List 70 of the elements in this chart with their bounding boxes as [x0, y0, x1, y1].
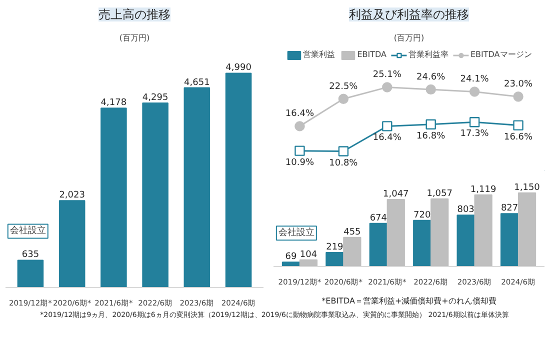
- bar: [100, 108, 127, 288]
- data-label: 24.1%: [460, 74, 490, 85]
- legend-label: 営業利益率: [408, 49, 448, 60]
- chart-subtitle: (百万円): [119, 34, 150, 42]
- bar: [225, 72, 252, 288]
- bar: [518, 192, 536, 266]
- point: [469, 117, 480, 128]
- data-label: 720: [414, 210, 431, 220]
- point: [294, 146, 305, 156]
- bar: [58, 200, 86, 288]
- data-label: 17.3%: [460, 129, 490, 140]
- bar: [184, 87, 210, 288]
- data-label: 4,295: [142, 93, 168, 104]
- data-label: 104: [300, 250, 318, 260]
- data-label: 2,023: [59, 190, 85, 201]
- data-label: 635: [22, 250, 40, 260]
- data-label: 827: [500, 204, 518, 214]
- point: [426, 84, 436, 95]
- bar: [386, 198, 405, 266]
- chart-title: 売上高の推移: [98, 8, 170, 22]
- data-label: 1,119: [470, 184, 496, 195]
- data-label: 23.0%: [504, 80, 534, 90]
- point: [469, 86, 480, 97]
- data-label: 4,651: [184, 78, 210, 88]
- data-label: 22.5%: [329, 82, 358, 92]
- legend-label: EBITDA: [357, 50, 386, 59]
- annotation: 会社設立: [10, 225, 46, 236]
- data-label: 24.6%: [416, 72, 446, 82]
- bar: [343, 236, 362, 266]
- data-label: 25.1%: [372, 70, 402, 80]
- data-label: 4,178: [100, 98, 127, 108]
- bar: [17, 260, 44, 288]
- data-label: 803: [457, 205, 474, 216]
- legend-label: 営業利益: [303, 49, 336, 60]
- data-label: 16.4%: [372, 133, 402, 144]
- point: [294, 121, 305, 132]
- data-label: 4,990: [226, 63, 252, 74]
- data-label: 674: [370, 213, 388, 224]
- data-label: 1,047: [383, 189, 409, 200]
- point: [513, 120, 524, 130]
- legend-label: EBITDAマージン: [470, 49, 532, 60]
- chart-title: 利益及び利益率の推移: [349, 8, 469, 22]
- bar: [299, 259, 318, 266]
- point: [513, 92, 524, 102]
- bar: [142, 102, 168, 288]
- point: [338, 146, 349, 156]
- data-label: 219: [326, 242, 344, 252]
- bar: [456, 214, 475, 266]
- bar: [430, 198, 449, 266]
- chart-subtitle: (百万円): [394, 34, 424, 42]
- bar: [413, 220, 432, 266]
- bar: [474, 194, 492, 266]
- data-label: 16.6%: [504, 132, 534, 142]
- point: [382, 82, 392, 92]
- point: [382, 121, 392, 132]
- text: *EBITDA＝営業利益+減価償却費+のれん償却費: [322, 296, 496, 306]
- annotation: 会社設立: [278, 227, 314, 238]
- bar: [369, 222, 388, 266]
- data-label: 16.8%: [416, 131, 446, 142]
- data-label: 10.9%: [285, 158, 314, 168]
- data-label: 455: [344, 227, 361, 238]
- data-label: 10.8%: [329, 158, 358, 168]
- data-label: 69: [285, 252, 297, 262]
- data-label: 1,057: [426, 188, 452, 199]
- data-label: 1,150: [514, 182, 540, 193]
- bar: [326, 252, 344, 266]
- point: [426, 119, 436, 130]
- data-label: 16.4%: [285, 109, 314, 120]
- bar: [500, 213, 519, 266]
- point: [338, 94, 349, 104]
